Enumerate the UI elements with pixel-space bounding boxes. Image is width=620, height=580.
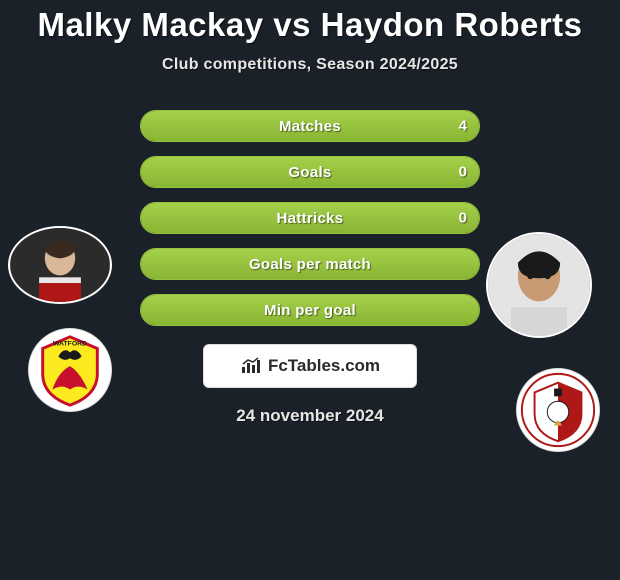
attribution-box: FcTables.com <box>203 344 417 388</box>
attribution-text: FcTables.com <box>268 356 380 376</box>
player-photo-left-icon <box>10 228 110 302</box>
player1-club-crest: WATFORD <box>28 328 112 412</box>
player2-avatar <box>486 232 592 338</box>
stat-row-goals-per-match: Goals per match <box>140 248 480 280</box>
stat-row-matches: Matches 4 <box>140 110 480 142</box>
player-photo-right-icon <box>488 234 590 336</box>
season-subtitle: Club competitions, Season 2024/2025 <box>0 56 620 74</box>
vs-separator: vs <box>273 6 311 43</box>
player2-club-crest <box>516 368 600 452</box>
svg-text:WATFORD: WATFORD <box>53 341 87 348</box>
stat-label: Min per goal <box>264 302 356 319</box>
stat-right-value: 0 <box>459 210 467 227</box>
stat-right-value: 0 <box>459 164 467 181</box>
stat-label: Goals <box>288 164 331 181</box>
comparison-title: Malky Mackay vs Haydon Roberts <box>0 0 620 44</box>
player1-avatar <box>8 226 112 304</box>
player1-name: Malky Mackay <box>37 6 263 43</box>
stat-label: Hattricks <box>277 210 344 227</box>
comparison-content: WATFORD Matches 4 <box>0 110 620 426</box>
player2-name: Haydon Roberts <box>321 6 583 43</box>
stat-right-value: 4 <box>459 118 467 135</box>
stat-row-goals: Goals 0 <box>140 156 480 188</box>
stat-label: Goals per match <box>249 256 371 273</box>
bristol-city-crest-icon <box>517 369 599 451</box>
chart-icon <box>240 357 262 375</box>
stat-row-min-per-goal: Min per goal <box>140 294 480 326</box>
comparison-bars: Matches 4 Goals 0 Hattricks 0 Goals per … <box>140 110 480 326</box>
stat-row-hattricks: Hattricks 0 <box>140 202 480 234</box>
watford-crest-icon: WATFORD <box>29 329 111 411</box>
stat-label: Matches <box>279 118 341 135</box>
